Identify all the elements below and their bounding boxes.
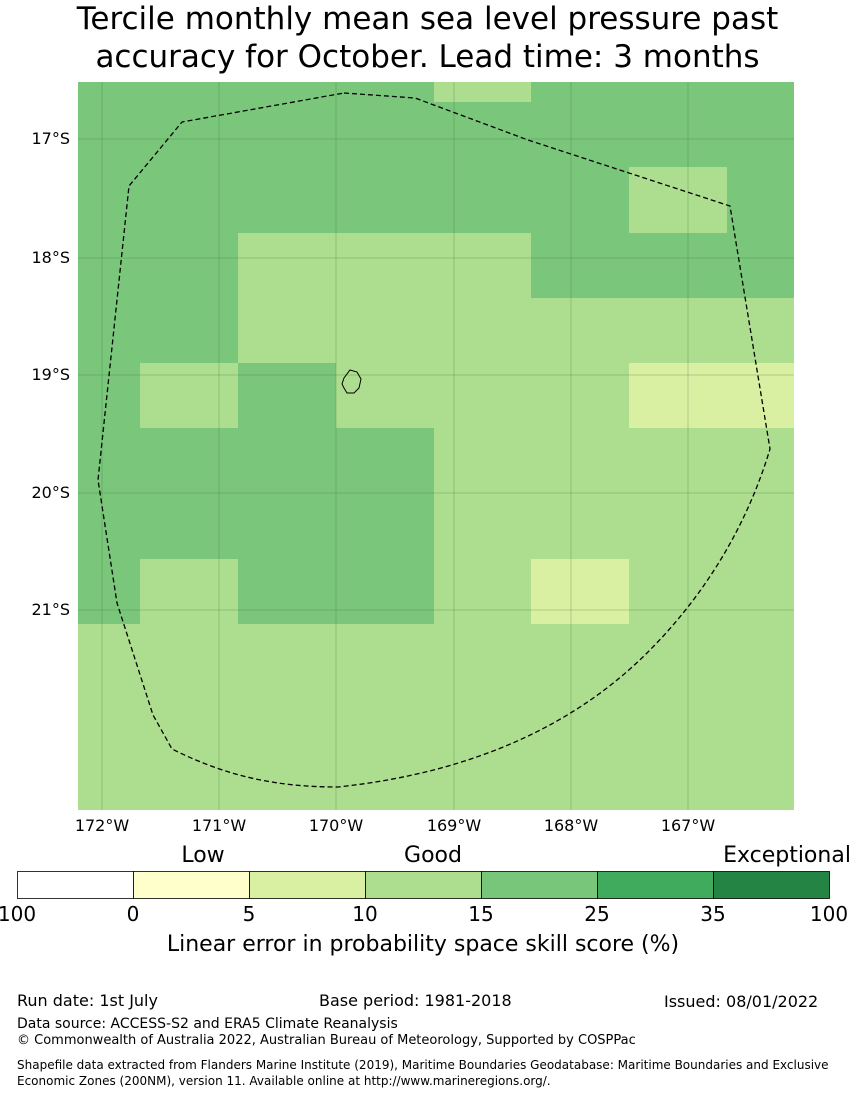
title-line-2: accuracy for October. Lead time: 3 month… <box>95 39 760 75</box>
lat-label: 20°S <box>31 483 70 502</box>
grid-cell <box>140 559 238 624</box>
lat-label: 19°S <box>31 365 70 384</box>
base-period: Base period: 1981-2018 <box>319 991 512 1010</box>
colorbar-segment <box>249 871 366 899</box>
skill-score-map <box>78 82 794 810</box>
issued-date: Issued: 08/01/2022 <box>664 992 819 1011</box>
colorbar-tick: 15 <box>468 902 494 926</box>
colorbar-tick: 5 <box>242 902 256 926</box>
colorbar-segment <box>365 871 482 899</box>
grid-cell <box>629 363 794 428</box>
map-title: Tercile monthly mean sea level pressure … <box>0 0 855 76</box>
island-outline <box>341 369 362 394</box>
lon-label: 172°W <box>74 816 130 835</box>
data-source: Data source: ACCESS-S2 and ERA5 Climate … <box>17 1016 398 1032</box>
grid-cell <box>78 559 140 624</box>
lat-label: 18°S <box>31 248 70 267</box>
lon-label: 171°W <box>191 816 247 835</box>
map-canvas <box>78 82 794 810</box>
lon-label: 169°W <box>426 816 482 835</box>
good-skill-cells <box>78 82 794 624</box>
grid-cell <box>434 82 531 102</box>
colorbar-tick: 25 <box>584 902 610 926</box>
run-date: Run date: 1st July <box>17 991 158 1010</box>
colorbar-segment <box>713 871 830 899</box>
grid-cell <box>531 233 794 298</box>
colorbar-segment <box>481 871 598 899</box>
grid-cell <box>140 363 238 428</box>
colorbar-tick: 100 <box>0 902 37 926</box>
colorbar-tick: 0 <box>126 902 140 926</box>
lat-label: 17°S <box>31 129 70 148</box>
graticule <box>78 82 794 810</box>
colorbar <box>17 871 830 899</box>
legend-category-good: Good <box>404 843 462 868</box>
colorbar-label: Linear error in probability space skill … <box>166 932 680 957</box>
grid-cell <box>78 428 434 559</box>
colorbar-tick: 35 <box>700 902 726 926</box>
legend-category-exceptional: Exceptional <box>723 843 851 868</box>
colorbar-segment <box>597 871 714 899</box>
title-line-1: Tercile monthly mean sea level pressure … <box>76 1 779 37</box>
lon-label: 170°W <box>308 816 364 835</box>
copyright: © Commonwealth of Australia 2022, Austra… <box>17 1033 636 1048</box>
colorbar-tick: 10 <box>352 902 378 926</box>
colorbar-segment <box>133 871 250 899</box>
lon-label: 167°W <box>660 816 716 835</box>
legend-category-low: Low <box>181 843 225 868</box>
grid-cell <box>78 233 238 363</box>
colorbar-tick: 100 <box>809 902 849 926</box>
colorbar-segment <box>17 871 134 899</box>
shapefile-credit: Shapefile data extracted from Flanders M… <box>17 1058 829 1088</box>
grid-cell <box>238 363 336 428</box>
low-skill-cells <box>531 363 794 624</box>
grid-cell <box>531 559 629 624</box>
lon-label: 168°W <box>543 816 599 835</box>
lat-label: 21°S <box>31 600 70 619</box>
